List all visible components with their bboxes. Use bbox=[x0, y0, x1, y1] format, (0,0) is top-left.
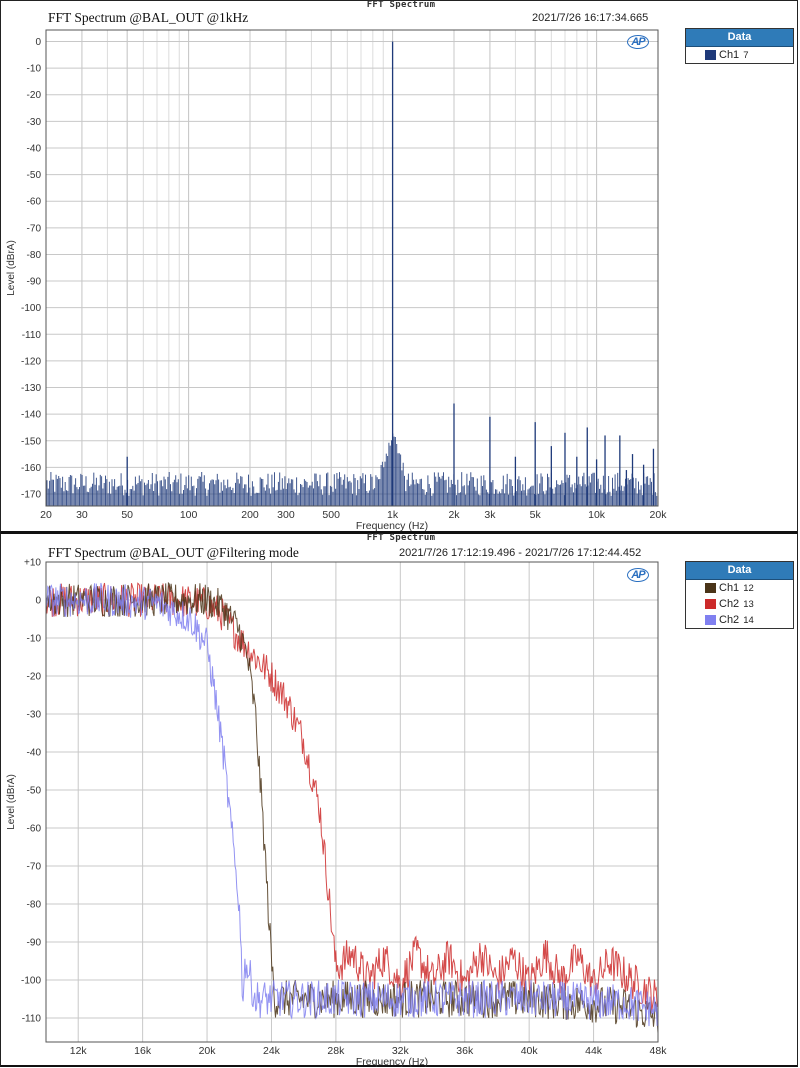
legend-label: Ch2 bbox=[719, 614, 740, 626]
timestamp: 2021/7/26 17:12:19.496 - 2021/7/26 17:12… bbox=[399, 547, 642, 559]
svg-text:36k: 36k bbox=[456, 1045, 474, 1057]
window-title: FFT Spectrum bbox=[366, 0, 436, 10]
legend-label: Ch1 bbox=[719, 582, 740, 594]
svg-text:20k: 20k bbox=[199, 1045, 217, 1057]
svg-text:50: 50 bbox=[121, 509, 133, 521]
svg-text:32k: 32k bbox=[392, 1045, 410, 1057]
legend-swatch-icon bbox=[705, 50, 716, 60]
svg-text:12k: 12k bbox=[70, 1045, 88, 1057]
svg-text:Frequency (Hz): Frequency (Hz) bbox=[356, 1056, 428, 1068]
legend-count: 12 bbox=[743, 582, 754, 594]
spectrum-plot: 20 30 50 100 200 300 500 1k 2k 3k 5k 10k 20k 0 -10 -20 -… bbox=[6, 29, 668, 532]
svg-text:16k: 16k bbox=[134, 1045, 152, 1057]
legend-swatch-icon bbox=[705, 583, 716, 593]
svg-text:0: 0 bbox=[35, 596, 41, 607]
svg-text:-50: -50 bbox=[27, 786, 42, 797]
legend: Data Ch1 12 Ch2 13 Ch2 14 bbox=[685, 561, 794, 629]
svg-text:24k: 24k bbox=[263, 1045, 281, 1057]
graph-title: FFT Spectrum @BAL_OUT @Filtering mode bbox=[48, 545, 299, 560]
fft-panel-1khz: FFT Spectrum FFT Spectrum @BAL_OUT @1kHz… bbox=[0, 0, 798, 533]
svg-text:-30: -30 bbox=[27, 117, 42, 128]
svg-text:0: 0 bbox=[35, 37, 41, 48]
svg-text:-100: -100 bbox=[21, 976, 41, 987]
svg-text:30: 30 bbox=[76, 509, 88, 521]
svg-text:500: 500 bbox=[322, 509, 340, 521]
svg-text:-60: -60 bbox=[27, 824, 42, 835]
legend-item[interactable]: Ch1 7 bbox=[686, 47, 793, 63]
svg-text:-110: -110 bbox=[22, 330, 42, 341]
svg-text:300: 300 bbox=[277, 509, 295, 521]
legend-count: 14 bbox=[743, 614, 754, 626]
svg-text:-160: -160 bbox=[21, 463, 41, 474]
svg-text:-40: -40 bbox=[27, 748, 42, 759]
svg-text:-80: -80 bbox=[27, 250, 42, 261]
svg-text:-30: -30 bbox=[27, 710, 42, 721]
legend-header: Data bbox=[686, 562, 793, 580]
svg-text:44k: 44k bbox=[585, 1045, 603, 1057]
svg-text:20: 20 bbox=[40, 509, 52, 521]
legend-label: Ch2 bbox=[719, 598, 740, 610]
svg-text:-100: -100 bbox=[21, 303, 41, 314]
legend-label: Ch1 bbox=[719, 49, 740, 61]
svg-text:-10: -10 bbox=[27, 634, 42, 645]
svg-text:-150: -150 bbox=[21, 436, 41, 447]
svg-text:-80: -80 bbox=[27, 900, 42, 911]
svg-text:5k: 5k bbox=[530, 509, 542, 521]
svg-text:-10: -10 bbox=[27, 64, 42, 75]
legend-swatch-icon bbox=[705, 615, 716, 625]
svg-text:-40: -40 bbox=[27, 143, 42, 154]
fft-panel-filtering: FFT Spectrum FFT Spectrum @BAL_OUT @Filt… bbox=[0, 533, 798, 1068]
legend-count: 7 bbox=[743, 49, 749, 61]
svg-text:200: 200 bbox=[241, 509, 259, 521]
svg-text:20k: 20k bbox=[650, 509, 668, 521]
legend-count: 13 bbox=[743, 598, 754, 610]
svg-text:+10: +10 bbox=[24, 558, 41, 569]
svg-text:1k: 1k bbox=[387, 509, 399, 521]
svg-text:Level (dBrA): Level (dBrA) bbox=[6, 774, 17, 830]
svg-text:28k: 28k bbox=[327, 1045, 345, 1057]
spectrum-plot: 12k 16k 20k 24k 28k 32k 36k 40k 44k 48k +10 0 -10 -20… bbox=[6, 558, 668, 1068]
svg-text:3k: 3k bbox=[484, 509, 496, 521]
svg-text:48k: 48k bbox=[650, 1045, 668, 1057]
svg-text:40k: 40k bbox=[521, 1045, 539, 1057]
timestamp: 2021/7/26 16:17:34.665 bbox=[532, 12, 649, 24]
svg-text:-130: -130 bbox=[21, 383, 41, 394]
svg-text:-60: -60 bbox=[27, 197, 42, 208]
svg-text:-170: -170 bbox=[21, 490, 41, 501]
svg-text:-110: -110 bbox=[22, 1014, 42, 1025]
svg-text:2k: 2k bbox=[448, 509, 460, 521]
svg-text:-50: -50 bbox=[27, 170, 42, 181]
ap-logo-icon: AP bbox=[627, 35, 649, 49]
legend-header: Data bbox=[686, 29, 793, 47]
window-title: FFT Spectrum bbox=[366, 533, 436, 543]
svg-text:-120: -120 bbox=[21, 356, 41, 367]
svg-text:-70: -70 bbox=[27, 862, 42, 873]
svg-text:-70: -70 bbox=[27, 223, 42, 234]
svg-text:-90: -90 bbox=[27, 938, 42, 949]
svg-text:Level (dBrA): Level (dBrA) bbox=[6, 240, 17, 296]
ap-logo-icon: AP bbox=[627, 568, 649, 582]
legend-item[interactable]: Ch2 14 bbox=[686, 612, 793, 628]
legend-item[interactable]: Ch2 13 bbox=[686, 596, 793, 612]
legend-swatch-icon bbox=[705, 599, 716, 609]
legend: Data Ch1 7 bbox=[685, 28, 794, 64]
legend-item[interactable]: Ch1 12 bbox=[686, 580, 793, 596]
svg-text:-140: -140 bbox=[21, 410, 41, 421]
svg-text:Frequency (Hz): Frequency (Hz) bbox=[356, 520, 428, 532]
svg-text:-20: -20 bbox=[27, 90, 42, 101]
graph-title: FFT Spectrum @BAL_OUT @1kHz bbox=[48, 10, 249, 25]
svg-text:10k: 10k bbox=[588, 509, 606, 521]
svg-text:-20: -20 bbox=[27, 672, 42, 683]
svg-text:-90: -90 bbox=[27, 277, 42, 288]
svg-text:100: 100 bbox=[180, 509, 198, 521]
